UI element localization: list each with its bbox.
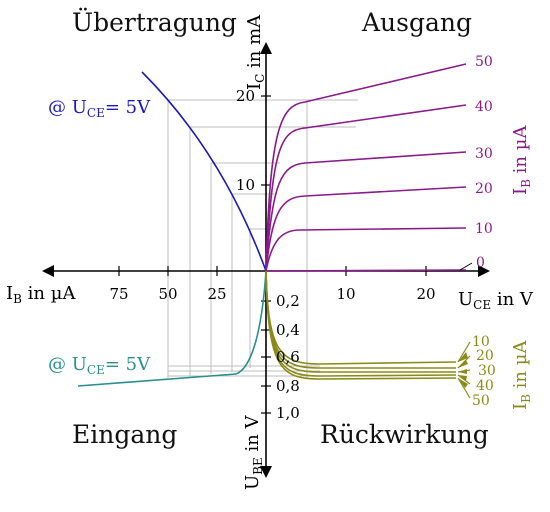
uce-axis-title: UCE in V: [458, 289, 534, 312]
feedback-curve-50: [265, 270, 457, 380]
feedback-label-10: 10: [472, 334, 490, 350]
quadrant-title-transfer: Übertragung: [72, 8, 237, 37]
ib-tick-25: 25: [207, 285, 226, 303]
feedback-label-arrows: [458, 352, 468, 388]
output-label-30: 30: [475, 146, 493, 162]
ube-tick-0-6: 0,6: [276, 348, 300, 366]
ube-tick-1-0: 1,0: [276, 404, 300, 422]
input-condition: @ UCE= 5V: [48, 354, 151, 377]
quadrant-title-input: Eingang: [72, 420, 178, 449]
output-curve-0: [265, 269, 467, 272]
transfer-condition: @ UCE= 5V: [48, 97, 151, 120]
output-label-50: 50: [475, 54, 493, 70]
input-curve: [77, 270, 267, 387]
output-curve-30: [265, 151, 467, 272]
output-curve-20: [265, 186, 467, 272]
feedback-label-20: 20: [476, 348, 494, 364]
ube-tick-0-4: 0,4: [276, 321, 300, 339]
output-curves: [265, 63, 467, 272]
ic-tick-20: 20: [236, 87, 255, 105]
output-label-20: 20: [475, 181, 493, 197]
x-arrow-right: [478, 265, 490, 277]
output-curve-50: [265, 63, 467, 272]
tick-marks: [118, 95, 427, 414]
ib-axis-title: IB in µA: [6, 283, 76, 306]
y-arrow-up: [260, 42, 272, 54]
output-curve-40: [265, 104, 467, 272]
output-param-title: IB in µA: [510, 125, 533, 195]
ic-tick-10: 10: [236, 176, 255, 194]
feedback-label-50: 50: [472, 393, 490, 409]
x-arrow-left: [42, 265, 54, 277]
ic-axis-title: IC in mA: [244, 14, 267, 90]
axis-arrowheads: [42, 42, 490, 478]
transfer-curve: [141, 71, 267, 272]
output-label-10: 10: [475, 221, 493, 237]
output-label-0: 0: [476, 255, 485, 271]
output-zero-arrow: [459, 262, 473, 271]
feedback-label-40: 40: [476, 378, 494, 394]
uce-tick-20: 20: [416, 285, 435, 303]
quadrant-title-feedback: Rückwirkung: [320, 420, 489, 449]
ib-tick-75: 75: [109, 285, 128, 303]
feedback-curves: [265, 270, 457, 380]
ib-tick-50: 50: [158, 285, 177, 303]
y-arrow-down: [260, 466, 272, 478]
uce-tick-10: 10: [336, 285, 355, 303]
feedback-label-30: 30: [478, 363, 496, 379]
output-curve-10: [265, 227, 467, 272]
ube-tick-0-2: 0,2: [276, 292, 300, 310]
guide-lines: [167, 99, 358, 378]
ube-tick-0-8: 0,8: [276, 377, 300, 395]
feedback-param-title: IB in µA: [510, 340, 533, 410]
output-label-40: 40: [475, 99, 493, 115]
ube-axis-title: UBE in V: [242, 414, 265, 490]
quadrant-title-output: Ausgang: [362, 8, 472, 37]
